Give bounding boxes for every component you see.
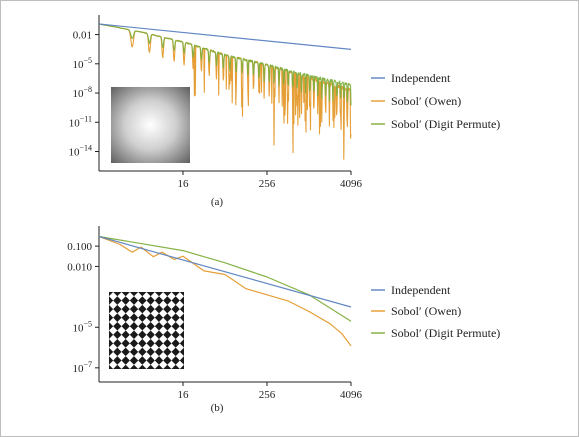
legend-label: Sobol′ (Owen) (391, 94, 461, 108)
series-line-sobol-digit-permute (98, 23, 352, 106)
chart-panel-a: 0.01 10−5 10−8 10−11 10−14 16 256 4096 Independe… (68, 15, 500, 208)
x-tick-label: 16 (178, 389, 190, 401)
legend-label: Sobol′ (Digit Permute) (391, 117, 500, 131)
series-line-independent (98, 23, 352, 50)
legend-label: Independent (391, 71, 451, 85)
x-tick-label: 4096 (340, 389, 363, 401)
gaussian-inset-image (111, 87, 190, 163)
chart-panel-b: 0.100 0.010 10−5 10−7 16 256 4096 Independent So… (67, 226, 500, 414)
y-tick-label: 0.01 (73, 30, 92, 42)
y-tick-label: 10−8 (72, 85, 92, 100)
y-tick-label: 10−5 (72, 319, 92, 334)
panel-caption: (b) (211, 402, 224, 414)
checkerboard-inset-image (109, 292, 184, 369)
series-line-sobol-digit-permute (98, 235, 352, 322)
y-tick-label: 10−5 (72, 56, 92, 71)
legend-label: Sobol′ (Digit Permute) (391, 326, 500, 340)
y-tick-label: 0.100 (67, 241, 92, 253)
x-tick-label: 256 (259, 389, 276, 401)
x-tick-label: 256 (259, 178, 276, 190)
legend-label: Sobol′ (Owen) (391, 304, 461, 318)
series-line-independent (98, 235, 352, 308)
legend-label: Independent (391, 283, 451, 297)
y-tick-label: 10−11 (69, 114, 92, 129)
panel-caption: (a) (211, 196, 224, 208)
y-tick-label: 0.010 (67, 261, 92, 273)
y-tick-label: 10−7 (72, 360, 92, 375)
x-tick-label: 16 (178, 178, 190, 190)
series-line-sobol-owen (98, 235, 352, 347)
y-tick-label: 10−14 (68, 144, 92, 159)
x-tick-label: 4096 (340, 178, 363, 190)
